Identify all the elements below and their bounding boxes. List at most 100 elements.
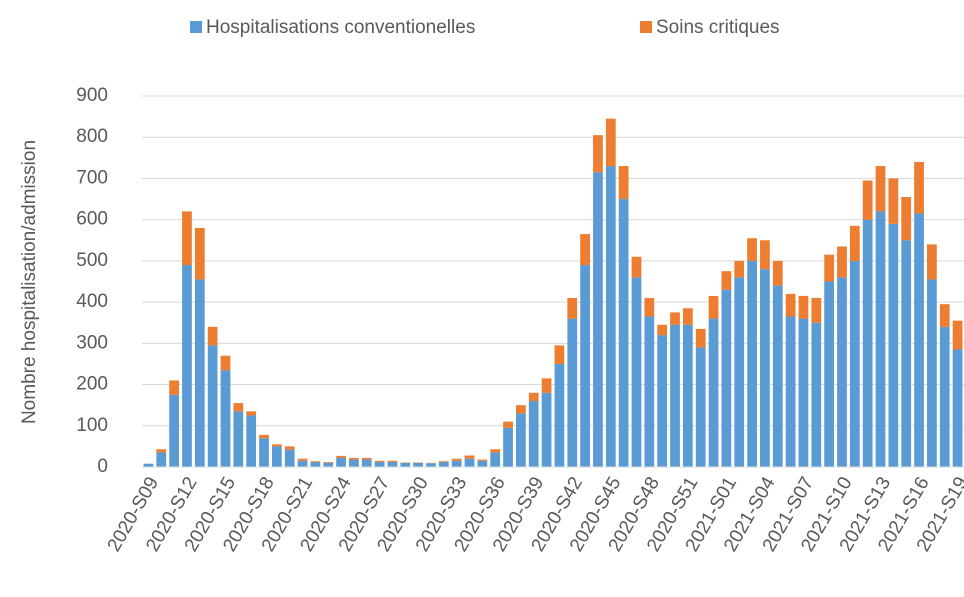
bar-segment	[863, 220, 873, 467]
bar-segment	[490, 449, 500, 452]
bar-segment	[644, 298, 654, 317]
bar-segment	[670, 325, 680, 467]
bar-segment	[195, 228, 205, 280]
bar-segment	[632, 257, 642, 278]
bar-segment	[567, 319, 577, 467]
bar-segment	[619, 166, 629, 199]
bar-segment	[799, 319, 809, 467]
bar-segment	[452, 459, 462, 461]
bar-segment	[799, 296, 809, 319]
bar-segment	[734, 277, 744, 467]
bar-segment	[285, 446, 295, 449]
bar-segment	[182, 211, 192, 265]
bar-segment	[683, 325, 693, 467]
bar-segment	[413, 463, 423, 467]
bar-segment	[156, 453, 166, 467]
bar-segment	[747, 261, 757, 467]
bar-segment	[375, 462, 385, 467]
bar-segment	[285, 450, 295, 467]
bar-segment	[221, 370, 231, 467]
bar-segment	[888, 178, 898, 223]
bar-segment	[722, 290, 732, 467]
legend-label: Soins critiques	[656, 17, 780, 38]
bar-segment	[567, 298, 577, 319]
bar-segment	[580, 265, 590, 467]
bar-segment	[901, 240, 911, 467]
bar-segment	[811, 298, 821, 323]
bar-segment	[760, 240, 770, 269]
y-tick-label: 500	[76, 250, 108, 271]
bar-segment	[837, 246, 847, 277]
bar-segment	[259, 435, 269, 438]
bar-segment	[169, 380, 179, 394]
bar-segment	[388, 461, 398, 462]
bar-segment	[555, 345, 565, 364]
bar-segment	[555, 364, 565, 467]
y-axis-title: Nombre hospitalisation/admission	[19, 140, 40, 424]
bar-segment	[298, 461, 308, 467]
bar-segment	[426, 463, 436, 467]
bar-segment	[477, 460, 487, 461]
bar-segment	[773, 286, 783, 467]
bar-segment	[683, 308, 693, 324]
bar-segment	[542, 378, 552, 392]
bar-segment	[542, 393, 552, 467]
bar-segment	[362, 460, 372, 467]
bar-segment	[888, 224, 898, 467]
bar-segment	[914, 213, 924, 467]
legend-label: Hospitalisations conventionelles	[206, 17, 475, 38]
bar-segment	[709, 296, 719, 319]
bar-segment	[336, 458, 346, 467]
bar-segment	[940, 327, 950, 467]
bar-segment	[670, 312, 680, 324]
bar-segment	[516, 413, 526, 467]
bar-segment	[272, 446, 282, 467]
bar-segment	[311, 462, 321, 467]
bar-segment	[465, 455, 475, 458]
bar-segment	[208, 345, 218, 467]
legend-swatch	[640, 21, 652, 33]
bar-segment	[529, 393, 539, 401]
y-tick-label: 0	[97, 456, 108, 477]
bar-segment	[375, 461, 385, 462]
bar-segment	[876, 166, 886, 211]
y-tick-label: 900	[76, 85, 108, 106]
bar-segment	[914, 162, 924, 214]
bar-segment	[644, 317, 654, 467]
bar-segment	[657, 335, 667, 467]
bar-segment	[953, 350, 963, 467]
bar-segment	[503, 422, 513, 428]
y-tick-label: 200	[76, 374, 108, 395]
bar-segment	[593, 172, 603, 467]
y-tick-label: 600	[76, 209, 108, 230]
bar-segment	[221, 356, 231, 370]
bar-segment	[722, 271, 732, 290]
bar-segment	[439, 461, 449, 462]
bar-segment	[863, 181, 873, 220]
bar-segment	[786, 294, 796, 317]
bar-segment	[336, 456, 346, 458]
bar-segment	[182, 265, 192, 467]
bar-segment	[259, 438, 269, 467]
bar-segment	[850, 261, 860, 467]
bar-segment	[632, 277, 642, 467]
bar-segment	[169, 395, 179, 467]
bar-segment	[503, 428, 513, 467]
bar-segment	[734, 261, 744, 277]
bar-segment	[349, 458, 359, 460]
legend-swatch	[190, 21, 202, 33]
bar-segment	[323, 462, 333, 463]
bar-segment	[349, 460, 359, 467]
bar-segment	[400, 463, 410, 467]
bar-segment	[940, 304, 950, 327]
bar-segment	[362, 458, 372, 460]
bar-segment	[606, 119, 616, 166]
bar-segment	[824, 255, 834, 282]
bar-segment	[311, 461, 321, 462]
bar-segment	[593, 135, 603, 172]
bar-segment	[696, 347, 706, 467]
bar-segment	[760, 269, 770, 467]
y-tick-label: 100	[76, 415, 108, 436]
bar-segment	[156, 449, 166, 452]
